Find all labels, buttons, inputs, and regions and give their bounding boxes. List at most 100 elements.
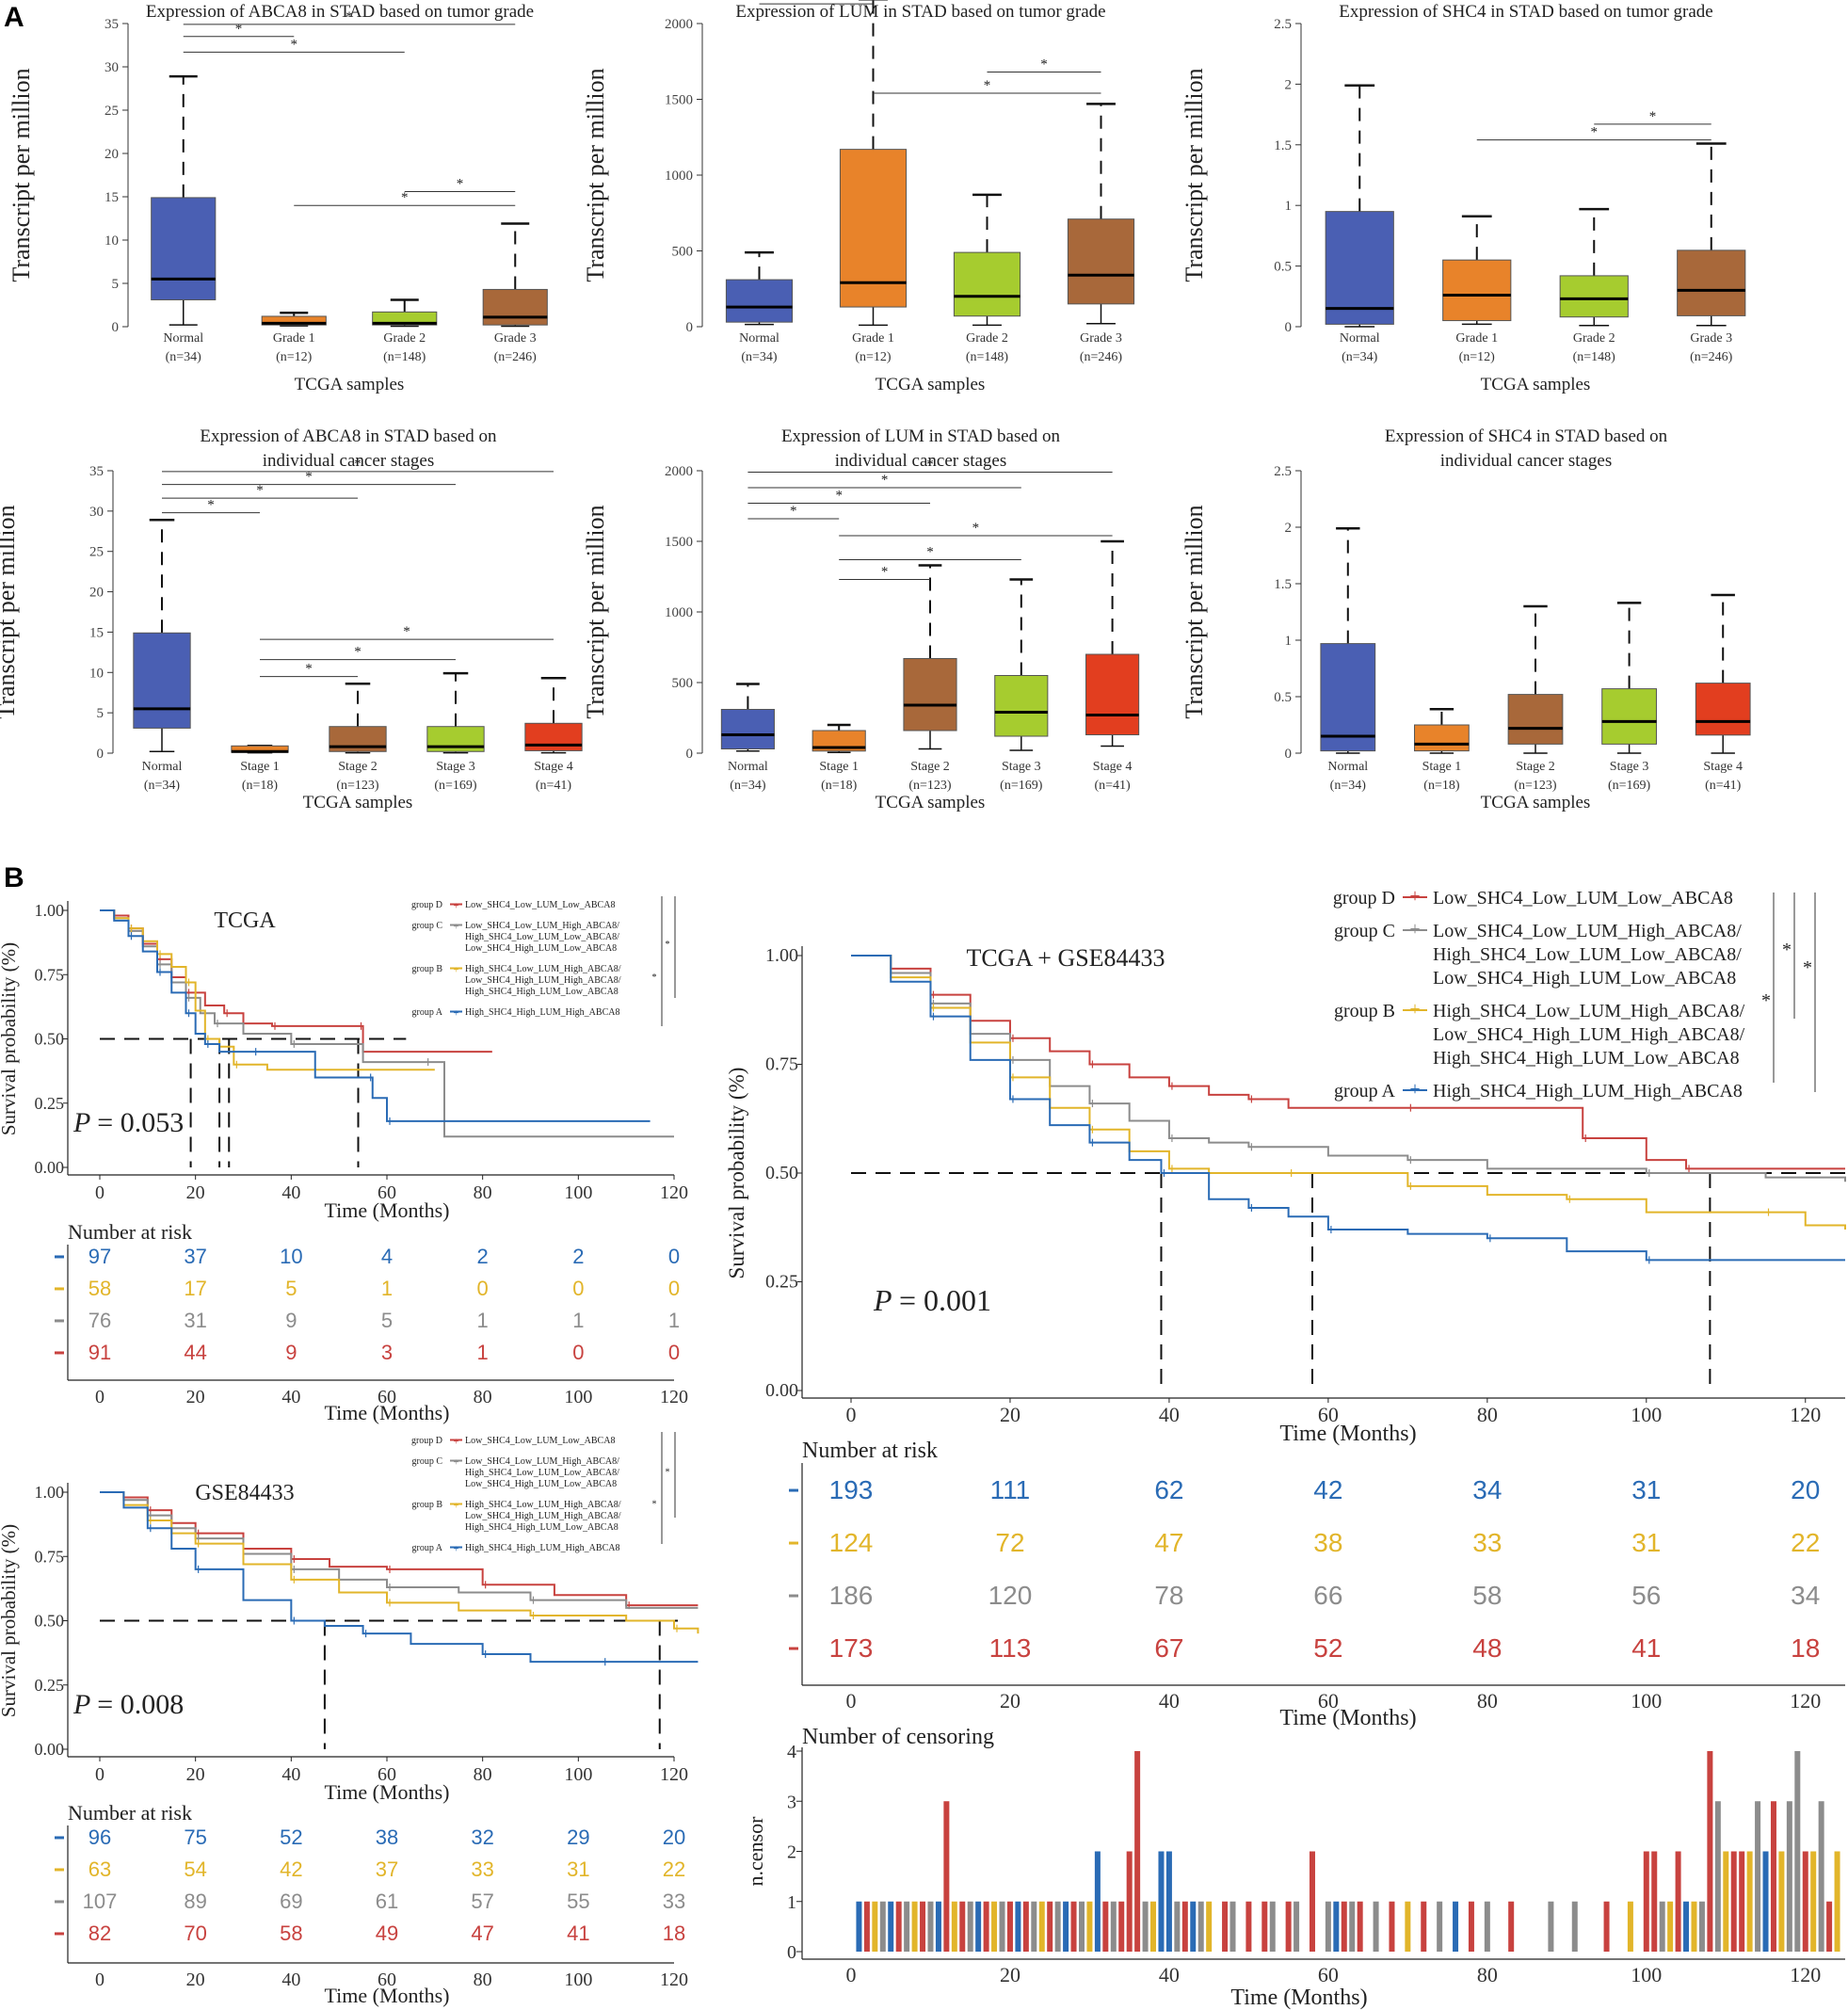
censoring-bar bbox=[1627, 1901, 1633, 1952]
censoring-bar bbox=[1437, 1901, 1443, 1952]
risk-value: 31 bbox=[1631, 1528, 1661, 1557]
significance-star: * bbox=[291, 37, 298, 52]
panel-label-a: A bbox=[4, 2, 24, 33]
km-legend-group: group C bbox=[1334, 921, 1395, 941]
risk-x-axis-title: Time (Months) bbox=[1279, 1706, 1416, 1730]
y-tick-label: 0.5 bbox=[1274, 690, 1292, 705]
risk-value: 5 bbox=[381, 1309, 393, 1332]
risk-x-tick-label: 0 bbox=[846, 1689, 857, 1713]
km-legend: group D + Low_SHC4_Low_LUM_Low_ABCA8group … bbox=[411, 900, 621, 1020]
km-legend-label: Low_SHC4_High_LUM_Low_ABCA8 bbox=[1433, 968, 1736, 989]
boxplot-shc4_grade: Expression of SHC4 in STAD based on tumo… bbox=[1181, 2, 1746, 394]
y-axis-title: Transcript per million bbox=[1181, 68, 1208, 281]
km-legend-label: Low_SHC4_High_LUM_Low_ABCA8 bbox=[465, 943, 617, 954]
km-legend-item: group B + High_SHC4_Low_LUM_High_ABCA8/Low… bbox=[412, 1500, 621, 1533]
box-body bbox=[482, 288, 548, 326]
censoring-bar bbox=[1285, 1901, 1292, 1952]
km-x-tick-label: 100 bbox=[564, 1764, 592, 1785]
y-tick-label: 35 bbox=[89, 464, 104, 479]
category-n-label: (n=18) bbox=[242, 779, 279, 793]
significance-star: * bbox=[812, 0, 820, 4]
censoring-bar bbox=[1739, 1851, 1745, 1952]
box-body bbox=[1601, 688, 1657, 745]
km-legend-item: group B + High_SHC4_Low_LUM_High_ABCA8/Low… bbox=[412, 964, 621, 997]
km-significance-star: * bbox=[1761, 990, 1771, 1011]
censoring-bar bbox=[1603, 1901, 1610, 1952]
km-curve-group-C bbox=[851, 955, 1846, 1182]
risk-value: 111 bbox=[990, 1475, 1031, 1504]
km-legend-label: Low_SHC4_Low_LUM_Low_ABCA8 bbox=[465, 900, 615, 910]
censoring-bar bbox=[1269, 1901, 1276, 1952]
y-tick-label: 1.5 bbox=[1274, 577, 1292, 592]
censoring-bar bbox=[1031, 1901, 1037, 1952]
risk-x-tick-label: 100 bbox=[1631, 1689, 1662, 1713]
category-label: Stage 3 bbox=[1610, 760, 1649, 774]
risk-x-tick-label: 40 bbox=[1159, 1689, 1180, 1713]
category-n-label: (n=34) bbox=[1342, 350, 1378, 364]
box-normal: Normal (n=34) bbox=[1325, 84, 1394, 364]
censoring-bar bbox=[1786, 1801, 1792, 1952]
censoring-bar bbox=[1078, 1901, 1085, 1952]
box-grade-2: Grade 2 (n=148) bbox=[372, 298, 438, 364]
box-stage-4: Stage 4 (n=41) bbox=[524, 677, 583, 793]
censoring-bar bbox=[1571, 1901, 1578, 1952]
km-x-tick-label: 20 bbox=[186, 1182, 205, 1203]
censoring-bar bbox=[991, 1901, 998, 1952]
category-n-label: (n=169) bbox=[434, 779, 477, 793]
km-x-tick-label: 100 bbox=[1631, 1403, 1662, 1426]
censoring-bar bbox=[959, 1901, 966, 1952]
censoring-bar bbox=[1126, 1851, 1133, 1952]
censoring-bar bbox=[1022, 1901, 1029, 1952]
box-body bbox=[1325, 211, 1394, 325]
box-stage-4: Stage 4 (n=41) bbox=[1085, 539, 1140, 793]
box-normal: Normal (n=34) bbox=[133, 519, 191, 793]
significance-star: * bbox=[881, 565, 889, 580]
km-legend-item: group B + High_SHC4_Low_LUM_High_ABCA8/Low… bbox=[1334, 999, 1745, 1069]
km-curve-group-C bbox=[100, 909, 674, 1138]
risk-value: 91 bbox=[88, 1341, 111, 1364]
risk-x-tick-label: 20 bbox=[186, 1387, 205, 1407]
risk-value: 10 bbox=[280, 1245, 302, 1268]
censoring-bar bbox=[975, 1901, 982, 1952]
km-x-tick-label: 60 bbox=[378, 1764, 396, 1785]
km-legend: group D + Low_SHC4_Low_LUM_Low_ABCA8group … bbox=[1333, 886, 1745, 1101]
km-y-tick-label: 0.75 bbox=[35, 1547, 65, 1566]
risk-x-tick-label: 40 bbox=[281, 1387, 300, 1407]
category-n-label: (n=148) bbox=[383, 350, 426, 364]
y-axis-title: Transcript per million bbox=[1181, 505, 1208, 718]
censoring-bar bbox=[895, 1901, 902, 1952]
risk-value: 33 bbox=[663, 1889, 685, 1913]
censoring-y-tick-label: 3 bbox=[787, 1792, 796, 1812]
box-stage-1: Stage 1 (n=18) bbox=[812, 723, 866, 793]
box-normal: Normal (n=34) bbox=[1320, 526, 1376, 793]
km-legend-label: High_SHC4_Low_LUM_High_ABCA8/ bbox=[465, 964, 621, 974]
censoring-bar bbox=[1158, 1851, 1165, 1952]
box-stage-4: Stage 4 (n=41) bbox=[1695, 593, 1751, 793]
km-legend-item: group A + High_SHC4_High_LUM_High_ABCA8 bbox=[412, 1543, 620, 1555]
category-n-label: (n=148) bbox=[1573, 350, 1616, 364]
km-curve-group-A bbox=[100, 1491, 699, 1664]
censoring-bar bbox=[1484, 1901, 1490, 1952]
risk-value: 42 bbox=[1313, 1475, 1342, 1504]
category-n-label: (n=246) bbox=[1080, 350, 1123, 364]
category-label: Grade 1 bbox=[273, 331, 315, 346]
category-n-label: (n=169) bbox=[1000, 779, 1043, 793]
km-legend-label: Low_SHC4_High_LUM_Low_ABCA8 bbox=[465, 1479, 617, 1489]
censoring-x-tick-label: 20 bbox=[1000, 1963, 1020, 1986]
y-tick-label: 20 bbox=[104, 147, 119, 162]
censoring-bar bbox=[856, 1901, 862, 1952]
box-grade-1: Grade 1 (n=12) bbox=[261, 312, 327, 364]
km-legend-label: High_SHC4_High_LUM_Low_ABCA8 bbox=[465, 987, 619, 997]
censoring-bar bbox=[1730, 1851, 1737, 1952]
km-significance-star: * bbox=[1803, 957, 1812, 978]
km-y-tick-label: 0.75 bbox=[35, 965, 65, 984]
km-legend-label: Low_SHC4_Low_LUM_High_ABCA8/ bbox=[465, 1456, 619, 1467]
km-significance-star: * bbox=[666, 1468, 670, 1478]
chart-title: individual cancer stages bbox=[263, 451, 435, 471]
risk-value: 52 bbox=[1313, 1633, 1342, 1663]
y-tick-label: 2 bbox=[1285, 77, 1293, 92]
risk-value: 41 bbox=[567, 1922, 589, 1945]
y-axis-title: Transcript per million bbox=[8, 68, 35, 281]
x-axis-title: TCGA samples bbox=[876, 793, 986, 812]
